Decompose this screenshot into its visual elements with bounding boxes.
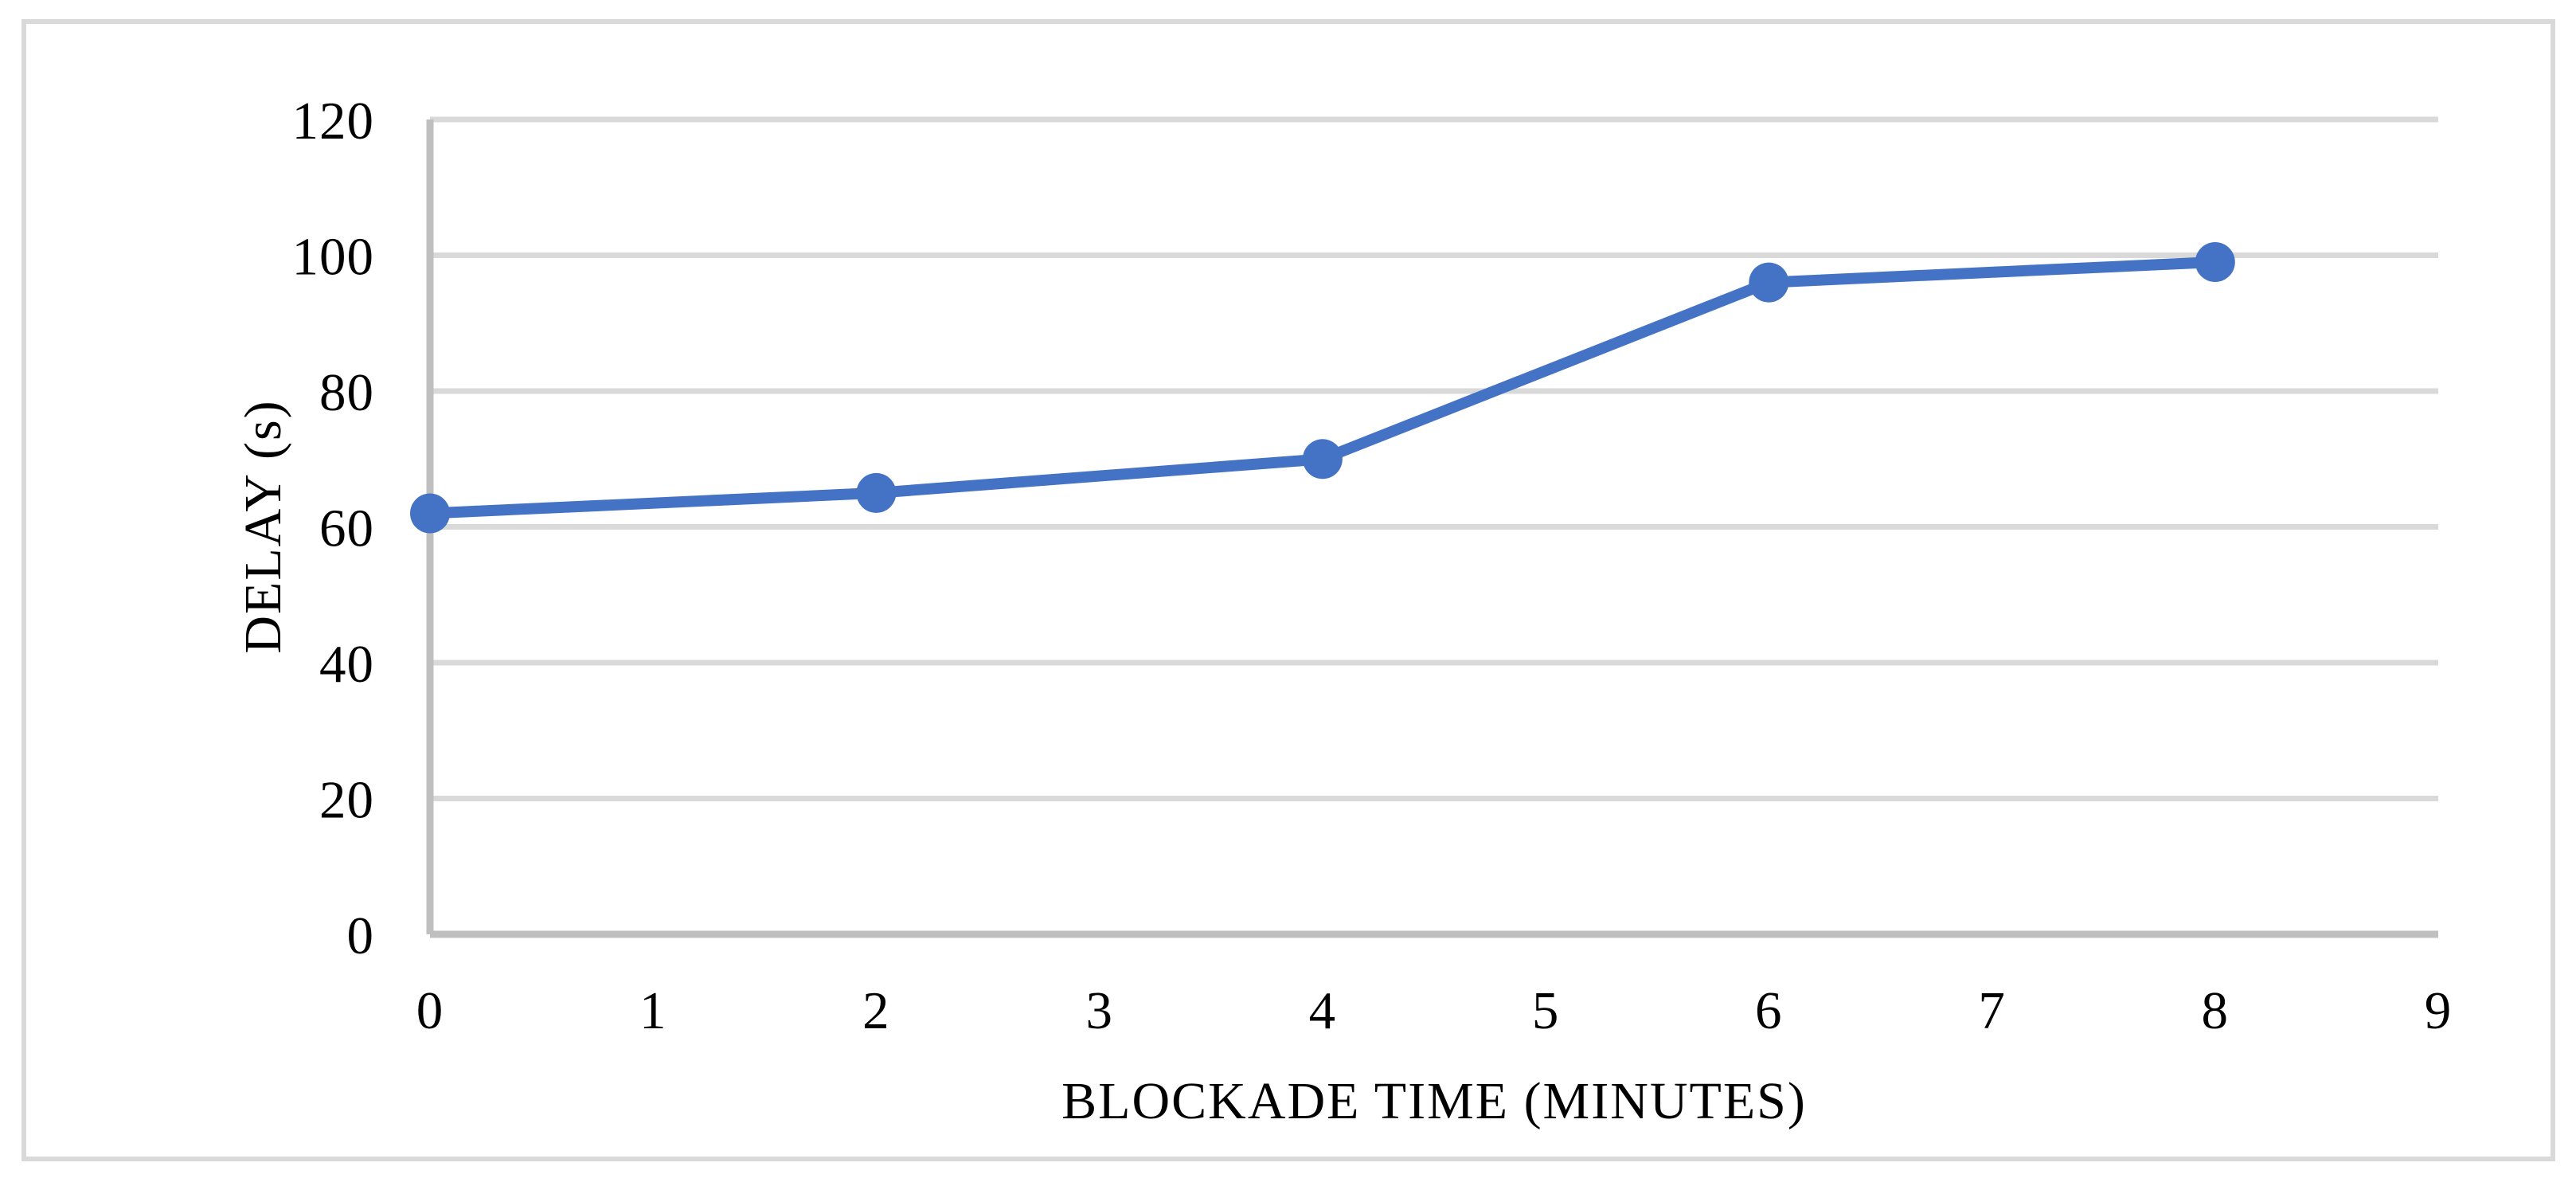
x-tick-label-2: 2 — [862, 981, 890, 1040]
data-point-x6 — [1749, 262, 1789, 303]
y-tick-label-80: 80 — [319, 363, 374, 422]
x-tick-label-9: 9 — [2425, 981, 2453, 1040]
figure-border-rect — [21, 19, 2555, 1161]
x-tick-label-6: 6 — [1755, 981, 1783, 1040]
x-tick-label-8: 8 — [2202, 981, 2230, 1040]
data-point-x2 — [856, 472, 897, 513]
axis-titles: BLOCKADE TIME (MINUTES) DELAY (s) — [234, 399, 1807, 1130]
y-tick-label-60: 60 — [319, 499, 374, 558]
y-tick-label-120: 120 — [292, 92, 375, 151]
x-tick-label-7: 7 — [1978, 981, 2006, 1040]
y-tick-label-0: 0 — [347, 906, 375, 965]
gridlines — [430, 116, 2438, 801]
tick-labels: 0 20 40 60 80 100 120 0 1 2 3 4 5 6 7 8 9 — [292, 92, 2453, 1040]
data-point-x0 — [410, 493, 450, 534]
x-tick-label-4: 4 — [1309, 981, 1337, 1040]
y-tick-label-40: 40 — [319, 635, 374, 694]
y-tick-label-100: 100 — [292, 228, 375, 287]
figure-border — [21, 19, 2555, 1161]
series-delay — [410, 242, 2235, 534]
data-point-x8 — [2195, 242, 2235, 282]
x-tick-label-3: 3 — [1085, 981, 1113, 1040]
y-tick-label-20: 20 — [319, 771, 374, 830]
x-tick-label-5: 5 — [1532, 981, 1560, 1040]
x-tick-label-1: 1 — [639, 981, 667, 1040]
data-point-x4 — [1302, 439, 1343, 479]
y-axis-title: DELAY (s) — [234, 399, 292, 653]
x-axis-title: BLOCKADE TIME (MINUTES) — [1061, 1072, 1807, 1130]
x-tick-label-0: 0 — [416, 981, 444, 1040]
